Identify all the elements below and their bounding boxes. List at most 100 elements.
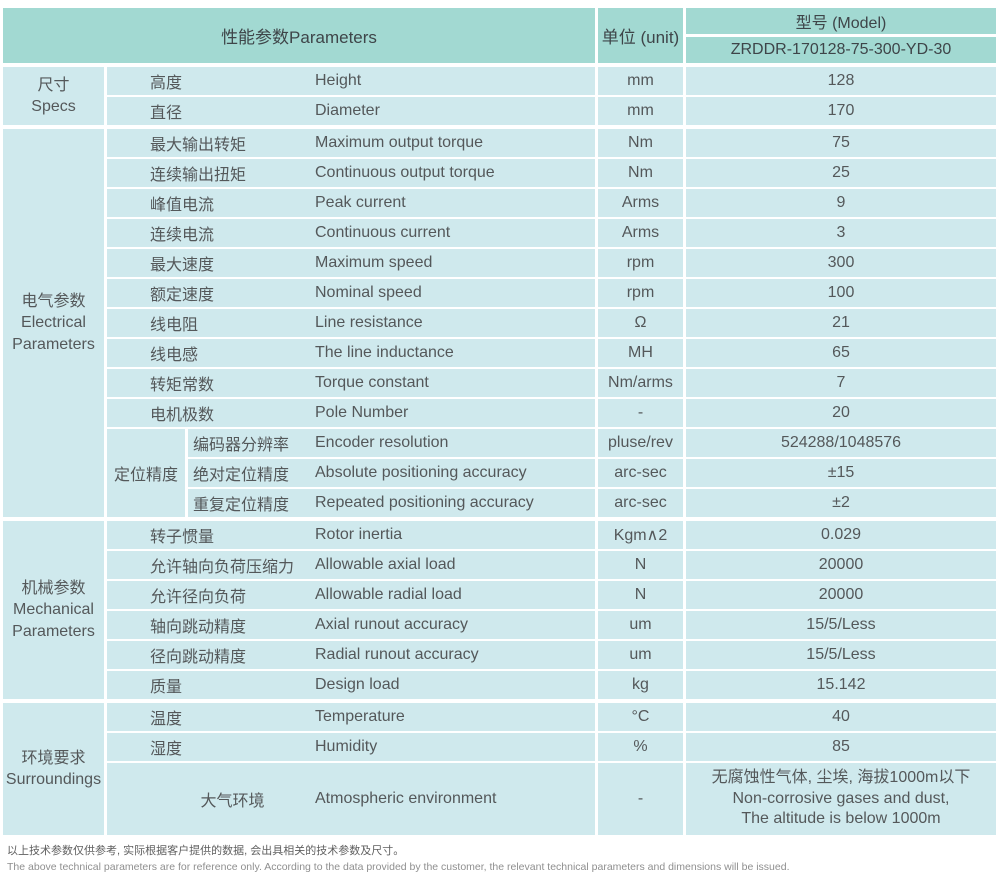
value-cell: 25 (686, 159, 996, 187)
note-en: The above technical parameters are for r… (7, 860, 790, 873)
param-name-en: Rotor inertia (315, 526, 403, 543)
value-cell: ±15 (686, 459, 996, 487)
unit-cell: N (598, 581, 683, 609)
value-cell: 15/5/Less (686, 611, 996, 639)
param-cell: 允许轴向负荷压缩力 Allowable axial load (107, 551, 595, 579)
value-cell: 128 (686, 67, 996, 95)
unit-cell: Nm (598, 129, 683, 157)
unit-cell: Arms (598, 189, 683, 217)
table-row: 线电阻 Line resistance Ω 21 (107, 309, 996, 337)
param-cell: 编码器分辨率 Encoder resolution (188, 429, 595, 457)
table-row: 湿度 Humidity% 85 (107, 733, 996, 761)
subgroup-label: 定位精度 (107, 429, 185, 517)
param-name-cn: 湿度 (150, 741, 183, 758)
param-name-en: Torque constant (315, 374, 429, 391)
value-cell: 20000 (686, 581, 996, 609)
param-name-en: Continuous output torque (315, 164, 495, 181)
unit-cell: pluse/rev (598, 429, 683, 457)
param-name-en: Allowable axial load (315, 556, 456, 573)
unit-cell: arc-sec (598, 459, 683, 487)
param-cell: 最大速度 Maximum speed (107, 249, 595, 277)
param-name-en: Repeated positioning accuracy (315, 494, 534, 511)
table-row: 转矩常数 Torque constant Nm/arms 7 (107, 369, 996, 397)
unit-cell: °C (598, 703, 683, 731)
param-cell: 峰值电流 Peak current (107, 189, 595, 217)
param-name-en: Absolute positioning accuracy (315, 464, 527, 481)
param-name-cn: 温度 (150, 711, 183, 728)
param-cell: 线电感 The line inductance (107, 339, 595, 367)
param-cell: 径向跳动精度 Radial runout accuracy (107, 641, 595, 669)
param-name-en: Height (315, 72, 362, 89)
unit-cell: Nm/arms (598, 369, 683, 397)
model-value: ZRDDR-170128-75-300-YD-30 (686, 37, 996, 63)
table-row: 峰值电流 Peak current Arms 9 (107, 189, 996, 217)
unit-cell: - (598, 763, 683, 835)
param-cell: 电机极数 Pole Number (107, 399, 595, 427)
param-cell: 额定速度 Nominal speed (107, 279, 595, 307)
table-row: 重复定位精度 Repeated positioning accuracy arc-s… (188, 489, 996, 517)
param-name-cn: 允许轴向负荷压缩力 (150, 559, 295, 576)
param-name-cn: 允许径向负荷 (150, 589, 247, 606)
table-row: 最大速度 Maximum speed rpm 300 (107, 249, 996, 277)
param-name-cn: 线电感 (150, 347, 199, 364)
param-cell: 质量 Design load (107, 671, 595, 699)
value-cell: 无腐蚀性气体, 尘埃, 海拔1000m以下 Non-corrosive gase… (686, 763, 996, 835)
unit-cell: Arms (598, 219, 683, 247)
footer-notes: 以上技术参数仅供参考, 实际根据客户提供的数据, 会出具相关的技术参数及尺寸。 … (7, 843, 996, 875)
table-row: 允许径向负荷 Allowable radial load N 20000 (107, 581, 996, 609)
table-row: 最大输出转矩 Maximum output torque Nm 75 (107, 129, 996, 157)
table-row: 径向跳动精度 Radial runout accuracy um 15/5/Less (107, 641, 996, 669)
param-name-en: Maximum speed (315, 254, 433, 271)
param-name-cn: 轴向跳动精度 (150, 619, 247, 636)
param-name-cn: 转子惯量 (150, 529, 215, 546)
param-name-cn: 连续输出扭矩 (150, 167, 247, 184)
param-cell: 最大输出转矩 Maximum output torque (107, 129, 595, 157)
section-label: 尺寸 Specs (3, 67, 104, 125)
unit-cell: Ω (598, 309, 683, 337)
unit-cell: - (598, 399, 683, 427)
param-name-cn: 电机极数 (150, 407, 215, 424)
param-cell: 连续电流 Continuous current (107, 219, 595, 247)
table-row: 电机极数 Pole Number -20 (107, 399, 996, 427)
value-cell: 9 (686, 189, 996, 217)
value-cell: 7 (686, 369, 996, 397)
value-cell: 524288/1048576 (686, 429, 996, 457)
value-cell: 20 (686, 399, 996, 427)
param-cell: 大气环境 Atmospheric environment (107, 763, 595, 835)
value-cell: 85 (686, 733, 996, 761)
param-name-cn: 直径 (150, 105, 183, 122)
unit-cell: kg (598, 671, 683, 699)
value-cell: ±2 (686, 489, 996, 517)
note-cn: 以上技术参数仅供参考, 实际根据客户提供的数据, 会出具相关的技术参数及尺寸。 (7, 845, 405, 857)
param-cell: 重复定位精度 Repeated positioning accuracy (188, 489, 595, 517)
table-row: 质量 Design load kg 15.142 (107, 671, 996, 699)
param-name-cn: 额定速度 (150, 287, 215, 304)
param-name-en: Diameter (315, 102, 380, 119)
param-name-cn: 绝对定位精度 (193, 467, 290, 484)
section-rows: 最大输出转矩 Maximum output torque Nm 75 连续输出扭矩 Con… (107, 129, 996, 517)
table-row: 大气环境 Atmospheric environment - 无腐蚀性气体, 尘埃, … (107, 763, 996, 835)
section-rows: 温度 Temperature °C 40 湿度 Humidity% 85 大气环境 Atmosp… (107, 703, 996, 835)
param-name-cn: 高度 (150, 75, 183, 92)
unit-header: 单位 (unit) (598, 8, 683, 63)
parameters-header: 性能参数Parameters (3, 8, 595, 63)
section-specs: 尺寸 Specs 高度 Height mm 128 直径 Diameter mm 170 (3, 67, 996, 125)
param-name-cn: 转矩常数 (150, 377, 215, 394)
param-name-en: Temperature (315, 708, 405, 725)
param-cell: 高度 Height (107, 67, 595, 95)
section-rows: 转子惯量 Rotor inertia Kgm∧2 0.029 允许轴向负荷压缩力 Allo… (107, 521, 996, 699)
param-name-en: Maximum output torque (315, 134, 484, 151)
value-cell: 75 (686, 129, 996, 157)
param-cell: 线电阻 Line resistance (107, 309, 595, 337)
model-header: 型号 (Model) ZRDDR-170128-75-300-YD-30 (686, 8, 996, 63)
param-name-en: Encoder resolution (315, 434, 449, 451)
param-cell: 绝对定位精度 Absolute positioning accuracy (188, 459, 595, 487)
param-cell: 直径 Diameter (107, 97, 595, 125)
section-electrical-parameters: 电气参数 Electrical Parameters 最大输出转矩 Maximum … (3, 129, 996, 517)
param-name-en: Radial runout accuracy (315, 646, 479, 663)
table-row: 绝对定位精度 Absolute positioning accuracy arc-s… (188, 459, 996, 487)
table-row: 高度 Height mm 128 (107, 67, 996, 95)
param-name-cn: 连续电流 (150, 227, 215, 244)
unit-cell: Nm (598, 159, 683, 187)
